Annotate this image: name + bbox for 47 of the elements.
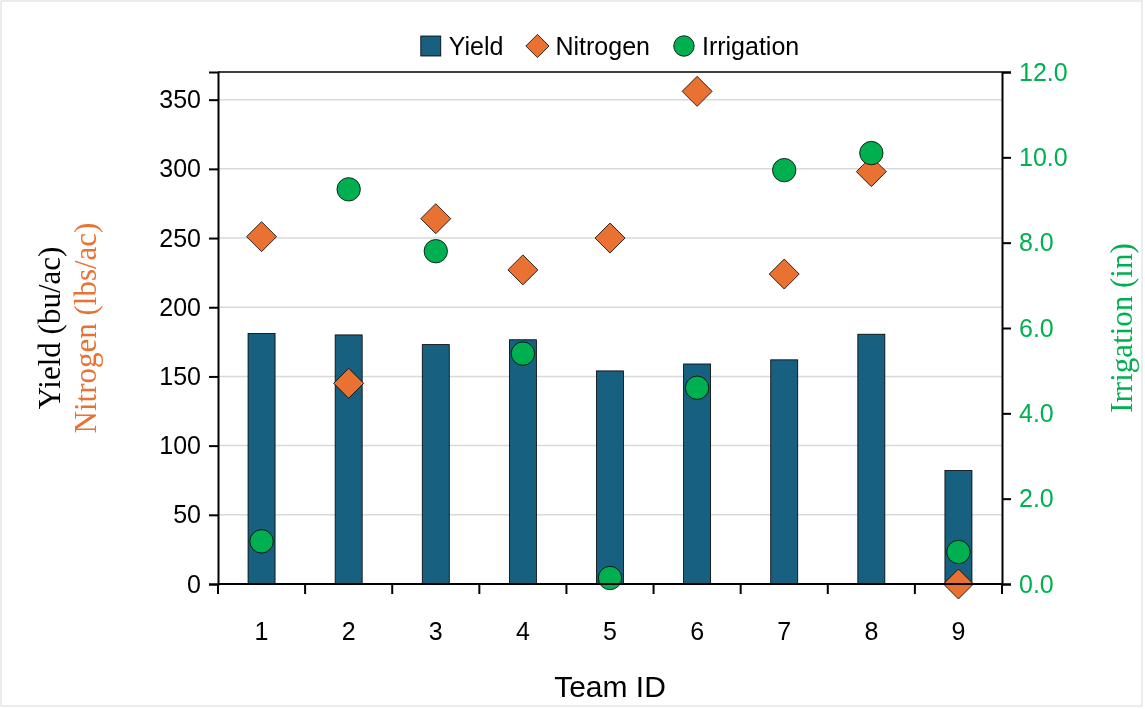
y2-tick-label: 4.0 — [1019, 398, 1054, 427]
point — [333, 367, 365, 399]
x-tick-label: 9 — [951, 617, 966, 645]
y-tick-label: 150 — [159, 361, 201, 390]
point — [681, 75, 713, 107]
legend-label: Yield — [448, 32, 504, 60]
point — [768, 258, 800, 290]
y2-tick-label: 0.0 — [1019, 569, 1054, 598]
x-tick-label: 6 — [690, 617, 705, 645]
y2-tick-label: 2.0 — [1019, 484, 1054, 513]
point — [597, 565, 623, 591]
y-tick-label: 250 — [159, 223, 201, 252]
x-tick-label: 8 — [864, 617, 879, 645]
point — [772, 158, 797, 183]
y2-axis-title: Irrigation (in) — [1104, 243, 1140, 413]
point — [859, 140, 884, 166]
y-tick-label: 300 — [159, 154, 201, 183]
y2-tick-label: 6.0 — [1019, 313, 1054, 342]
y-axis-title: Yield (bu/ac) Nitrogen (lbs/ac) — [32, 222, 103, 434]
y2-tick-label: 10.0 — [1019, 142, 1068, 171]
point — [510, 341, 535, 366]
legend-label: Irrigation — [701, 32, 800, 60]
y-tick-label: 0 — [187, 569, 201, 598]
point — [336, 177, 361, 202]
point — [946, 539, 971, 565]
x-axis-title: Team ID — [554, 670, 666, 703]
point — [594, 222, 626, 254]
x-tick-label: 2 — [341, 617, 356, 645]
x-tick-label: 1 — [254, 617, 269, 645]
y-tick-label: 350 — [159, 85, 201, 114]
x-tick-label: 3 — [428, 617, 443, 645]
y-tick-label: 50 — [173, 500, 201, 529]
x-tick-label: 4 — [515, 617, 530, 645]
point — [420, 203, 452, 235]
y2-tick-label: 8.0 — [1019, 228, 1054, 257]
point — [507, 254, 539, 286]
point — [249, 529, 274, 554]
point — [246, 221, 277, 253]
x-tick-label: 5 — [603, 617, 617, 645]
x-tick-label: 7 — [777, 617, 792, 645]
point — [685, 375, 710, 400]
y-tick-label: 100 — [159, 431, 201, 460]
point — [943, 568, 974, 600]
y-tick-label: 200 — [159, 292, 201, 321]
legend-label: Nitrogen — [555, 32, 650, 60]
y2-tick-label: 12.0 — [1019, 57, 1068, 86]
point — [423, 239, 448, 264]
